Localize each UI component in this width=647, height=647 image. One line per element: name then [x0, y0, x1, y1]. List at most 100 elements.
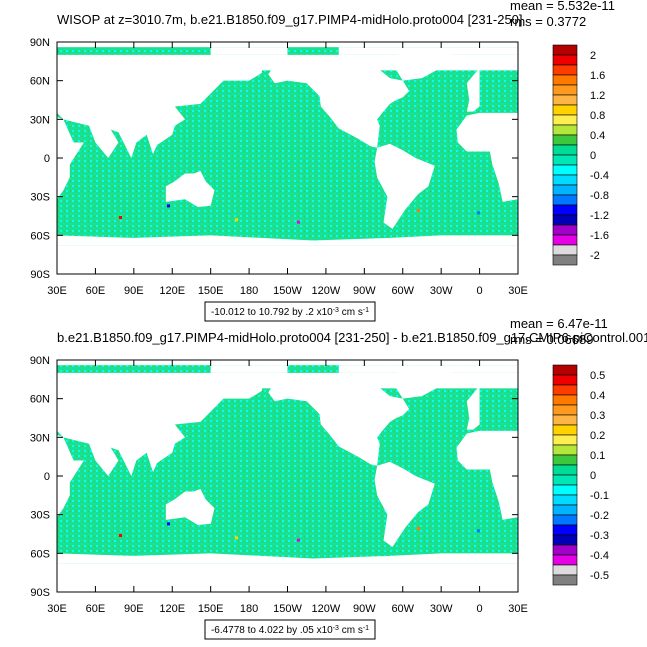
speckle: [417, 209, 420, 213]
colorbar-box: [552, 224, 578, 236]
lon-tick-label: 30E: [47, 603, 67, 615]
lon-tick-label: 90W: [353, 285, 376, 297]
lon-tick-label: 30E: [508, 603, 528, 615]
colorbar-label: -0.8: [590, 190, 609, 202]
colorbar-label: 0.5: [590, 370, 605, 382]
colorbar-box: [552, 134, 578, 146]
lat-tick-label: 90N: [30, 37, 50, 49]
lon-tick-label: 60E: [86, 285, 106, 297]
colorbar-label: 1.6: [590, 70, 605, 82]
colorbar-box: [552, 454, 578, 466]
lat-tick-label: 60S: [30, 230, 50, 242]
range-note: -6.4778 to 4.022 by .05 x10-3 cm s-1: [211, 625, 369, 637]
colorbar-label: -0.4: [590, 170, 609, 182]
colorbar-box: [552, 84, 578, 96]
speckle: [167, 522, 170, 526]
lat-tick-label: 60N: [30, 76, 50, 88]
speckle: [235, 218, 238, 222]
speckle: [119, 534, 122, 537]
lat-tick-label: 60N: [30, 394, 50, 406]
colorbar-box: [552, 234, 578, 246]
colorbar-box: [552, 54, 578, 66]
colorbar-box: [552, 464, 578, 476]
colorbar-box: [552, 574, 578, 586]
colorbar-box: [552, 534, 578, 546]
colorbar-box: [552, 424, 578, 436]
colorbar-box: [552, 414, 578, 426]
range-note-box: [204, 301, 376, 322]
lat-tick-label: 30N: [30, 114, 50, 126]
colorbar-box: [552, 544, 578, 556]
lon-tick-label: 30E: [508, 285, 528, 297]
speckle: [477, 529, 480, 533]
colorbar-box: [552, 244, 578, 256]
colorbar-label: -0.2: [590, 510, 609, 522]
range-note-part: cm s: [339, 307, 363, 318]
range-note-part: -3: [333, 307, 339, 314]
colorbar-box: [552, 164, 578, 176]
colorbar-label: -0.5: [590, 570, 609, 582]
speckle: [417, 527, 420, 531]
lon-tick-label: 30E: [47, 285, 67, 297]
speckle: [119, 216, 122, 219]
lat-tick-label: 30S: [30, 510, 50, 522]
colorbar-box: [552, 554, 578, 566]
lon-tick-label: 120W: [312, 603, 341, 615]
range-note-part: -3: [333, 625, 339, 632]
lat-tick-label: 90N: [30, 355, 50, 367]
lat-tick-label: 0: [44, 153, 50, 165]
colorbar-box: [552, 124, 578, 136]
lon-tick-label: 90W: [353, 603, 376, 615]
lat-tick-label: 90S: [30, 269, 50, 281]
colorbar-box: [552, 144, 578, 156]
colorbar-box: [552, 564, 578, 576]
lon-tick-label: 150W: [273, 603, 302, 615]
lat-tick-label: 30S: [30, 192, 50, 204]
lon-tick-label: 60W: [391, 285, 414, 297]
colorbar-box: [552, 434, 578, 446]
colorbar-label: 0.4: [590, 390, 605, 402]
range-note-part: -1: [363, 307, 369, 314]
colorbar-box: [552, 374, 578, 386]
colorbar-label: -1.6: [590, 230, 609, 242]
speckle: [167, 204, 170, 208]
colorbar-box: [552, 494, 578, 506]
colorbar-label: -2: [590, 250, 600, 262]
lon-tick-label: 30W: [430, 285, 453, 297]
lat-tick-label: 0: [44, 471, 50, 483]
range-note-box: [204, 619, 376, 640]
colorbar-box: [552, 154, 578, 166]
speckle: [477, 211, 480, 215]
colorbar-label: -0.4: [590, 550, 609, 562]
lon-tick-label: 0: [477, 285, 483, 297]
speckle: [297, 220, 300, 224]
colorbar-label: 0.4: [590, 130, 605, 142]
colorbar-box: [552, 484, 578, 496]
colorbar-label: -0.3: [590, 530, 609, 542]
mean-stat: mean = 6.47e-11: [510, 316, 608, 331]
colorbar-box: [552, 254, 578, 266]
rms-stat: rms = 0.3772: [510, 14, 586, 29]
colorbar-label: 0: [590, 150, 596, 162]
colorbar-box: [552, 44, 578, 56]
range-note-part: -1: [363, 625, 369, 632]
colorbar-label: 0.8: [590, 110, 605, 122]
lon-tick-label: 0: [477, 603, 483, 615]
panel: b.e21.B1850.f09_g17.PIMP4-midHolo.proto0…: [30, 316, 647, 640]
lat-tick-label: 90S: [30, 587, 50, 599]
colorbar-label: 1.2: [590, 90, 605, 102]
colorbar-label: 0.3: [590, 410, 605, 422]
colorbar-box: [552, 94, 578, 106]
speckle: [235, 536, 238, 540]
mean-stat: mean = 5.532e-11: [510, 0, 615, 13]
range-note-part: -10.012 to 10.792 by .2 x10: [211, 307, 333, 318]
lon-tick-label: 120W: [312, 285, 341, 297]
lon-tick-label: 180: [240, 603, 258, 615]
lon-tick-label: 150E: [198, 603, 224, 615]
lon-tick-label: 120E: [159, 285, 185, 297]
colorbar-box: [552, 514, 578, 526]
lon-tick-label: 60E: [86, 603, 106, 615]
colorbar-box: [552, 64, 578, 76]
